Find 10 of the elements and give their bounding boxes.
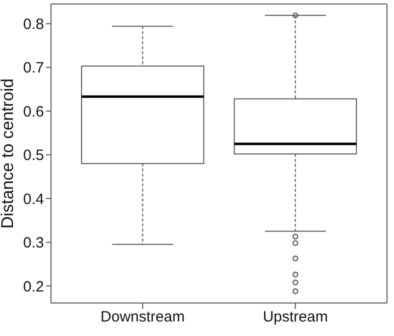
- y-axis-title: Distance to centroid: [0, 78, 18, 229]
- x-tick-label: Upstream: [262, 308, 328, 326]
- y-tick-label: 0.3: [23, 234, 44, 252]
- y-tick-label: 0.5: [23, 147, 44, 164]
- y-tick-label: 0.7: [23, 60, 44, 77]
- y-tick-label: 0.2: [23, 278, 44, 296]
- y-tick-label: 0.4: [23, 190, 44, 208]
- x-tick-label: Downstream: [100, 308, 185, 326]
- y-tick-label: 0.8: [23, 16, 44, 33]
- y-tick-label: 0.6: [23, 103, 44, 120]
